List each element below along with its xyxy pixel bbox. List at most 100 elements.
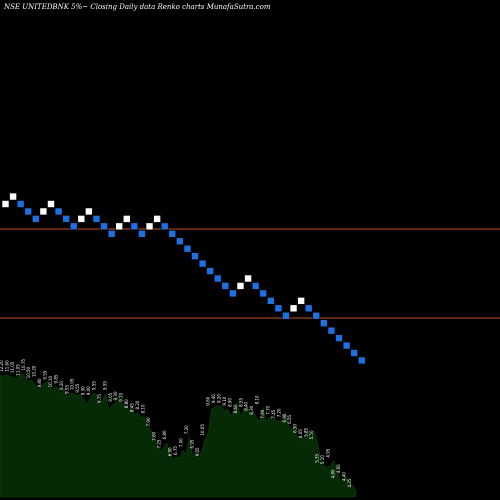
renko-brick-down [92,215,101,223]
renko-brick-up [47,200,55,208]
volume-label: 10.75 [21,359,26,371]
renko-brick-down [24,207,33,216]
volume-label: 9.20 [59,381,64,390]
volume-label: 9.85 [53,374,58,383]
volume-label: 7.20 [276,408,281,417]
volume-label: 9.75 [97,394,102,403]
renko-brick-up [115,222,123,231]
volume-label: 10.10 [48,375,53,387]
volume-label: 9.30 [81,386,86,395]
renko-brick-down [350,349,358,357]
volume-label: 8.60 [233,404,238,413]
volume-label: 7.60 [151,431,156,440]
volume-label: 11.05 [10,361,15,373]
volume-label: 9.80 [37,378,42,387]
volume-label: 9.30 [113,391,118,400]
volume-label: 9.05 [108,392,113,401]
volume-label: 4.80 [331,469,336,478]
renko-brick-up [1,200,10,208]
renko-brick-down [62,215,70,223]
volume-label: 8.10 [255,395,260,404]
renko-brick-down [357,356,366,365]
volume-label: 9.10 [119,392,124,401]
volume-label: 7.45 [271,409,276,418]
volume-label: 6.95 [189,439,194,448]
volume-label: 5.10 [320,455,325,464]
volume-label: 9.40 [211,394,216,403]
renko-brick-up [153,215,161,223]
volume-label: 8.45 [130,403,135,412]
renko-brick-up [77,215,86,223]
volume-label: 10.20 [32,365,37,377]
volume-label: 5.35 [314,453,319,462]
volume-label: 9.00 [86,386,91,395]
volume-label: 7.20 [184,425,189,434]
volume-label: 8.55 [238,398,243,407]
volume-label: 8.40 [244,401,249,410]
volume-label: 4.25 [347,478,352,487]
renko-brick-down [335,334,343,342]
renko-brick-down [304,304,313,313]
volume-label: 4.40 [342,472,347,481]
volume-label: 10.05 [70,378,75,390]
volume-area [0,373,357,498]
volume-label: 8.90 [227,398,232,407]
volume-label: 6.90 [168,447,173,456]
volume-label: 4.60 [336,464,341,473]
renko-brick-down [229,289,237,298]
renko-brick-down [32,215,40,223]
volume-label: 9.20 [217,394,222,403]
volume-label: 9.55 [75,383,80,392]
volume-label: 12.20 [0,360,4,372]
volume-label: 6.05 [298,429,303,438]
renko-bricks [1,192,366,365]
volume-label: 8.10 [140,404,145,413]
volume-label: 8.80 [124,399,129,408]
renko-brick-down [130,222,139,231]
renko-brick-up [9,192,17,201]
renko-brick-up [145,222,154,231]
renko-brick-down [213,274,222,283]
volume-label: 5.50 [309,430,314,439]
renko-brick-down [274,304,283,313]
renko-brick-up [297,297,305,305]
renko-brick-down [191,252,199,260]
renko-brick-down [100,222,108,231]
volume-label: 9.60 [206,396,211,405]
volume-label: 10.05 [200,424,205,436]
volume-label: 6.30 [293,424,298,433]
renko-brick-down [168,230,177,238]
volume-label: 6.75 [173,446,178,455]
renko-brick-up [39,207,48,216]
volume-label: 8.20 [135,400,140,409]
volume-label: 9.55 [43,370,48,379]
volume-label: 8.30 [249,405,254,414]
renko-brick-down [69,222,78,231]
renko-brick-down [138,230,146,238]
volume-label: 6.90 [282,413,287,422]
renko-brick-down [107,230,116,238]
volume-label: 7.25 [157,439,162,448]
renko-brick-up [85,207,93,216]
renko-brick-down [206,267,214,275]
volume-label: 11.05 [15,364,20,376]
volume-label: 6.80 [162,430,167,439]
volume-label: 7.00 [178,438,183,447]
renko-brick-down [251,282,260,290]
renko-brick-down [54,207,63,216]
volume-label: 4.95 [325,448,330,457]
renko-brick-down [312,311,321,320]
volume-label: 9.55 [91,381,96,390]
volume-label: 5.85 [304,427,309,436]
renko-brick-up [236,282,245,290]
volume-label: 9.10 [222,396,227,405]
chart-title: NSE UNITEDBNK 5%~ Closing Daily data Ren… [3,3,271,11]
renko-brick-down [160,222,169,231]
renko-brick-down [259,289,268,298]
renko-brick-down [16,200,25,208]
renko-brick-down [221,282,230,290]
renko-brick-down [176,237,184,246]
volume-label: 6.55 [287,414,292,423]
volume-label: 9.55 [102,381,107,390]
